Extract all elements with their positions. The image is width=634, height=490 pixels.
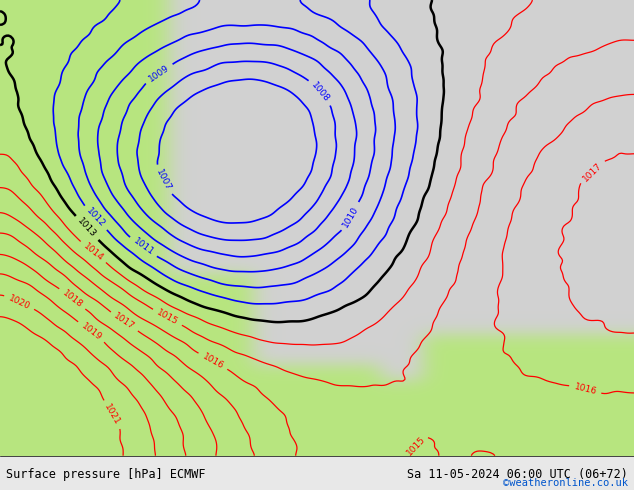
Text: 1014: 1014: [82, 241, 105, 263]
Text: 1013: 1013: [76, 217, 98, 240]
Text: Surface pressure [hPa] ECMWF: Surface pressure [hPa] ECMWF: [6, 467, 206, 481]
Text: 1010: 1010: [341, 204, 360, 229]
Text: 1017: 1017: [112, 312, 136, 332]
Text: 1009: 1009: [147, 64, 171, 84]
Text: 1019: 1019: [79, 321, 103, 343]
Text: 1016: 1016: [201, 352, 225, 371]
Text: 1021: 1021: [103, 402, 122, 427]
Text: 1012: 1012: [84, 207, 107, 229]
Text: ©weatheronline.co.uk: ©weatheronline.co.uk: [503, 478, 628, 488]
Text: 1011: 1011: [131, 237, 155, 257]
Text: 1016: 1016: [573, 382, 597, 396]
Text: 1017: 1017: [581, 161, 604, 183]
Text: Sa 11-05-2024 06:00 UTC (06+72): Sa 11-05-2024 06:00 UTC (06+72): [407, 467, 628, 481]
Text: 1008: 1008: [309, 81, 331, 104]
Text: 1015: 1015: [404, 435, 427, 458]
Text: 1007: 1007: [155, 168, 173, 192]
Text: 1015: 1015: [155, 308, 180, 327]
Text: 1020: 1020: [7, 294, 31, 312]
Text: 1018: 1018: [60, 289, 84, 310]
